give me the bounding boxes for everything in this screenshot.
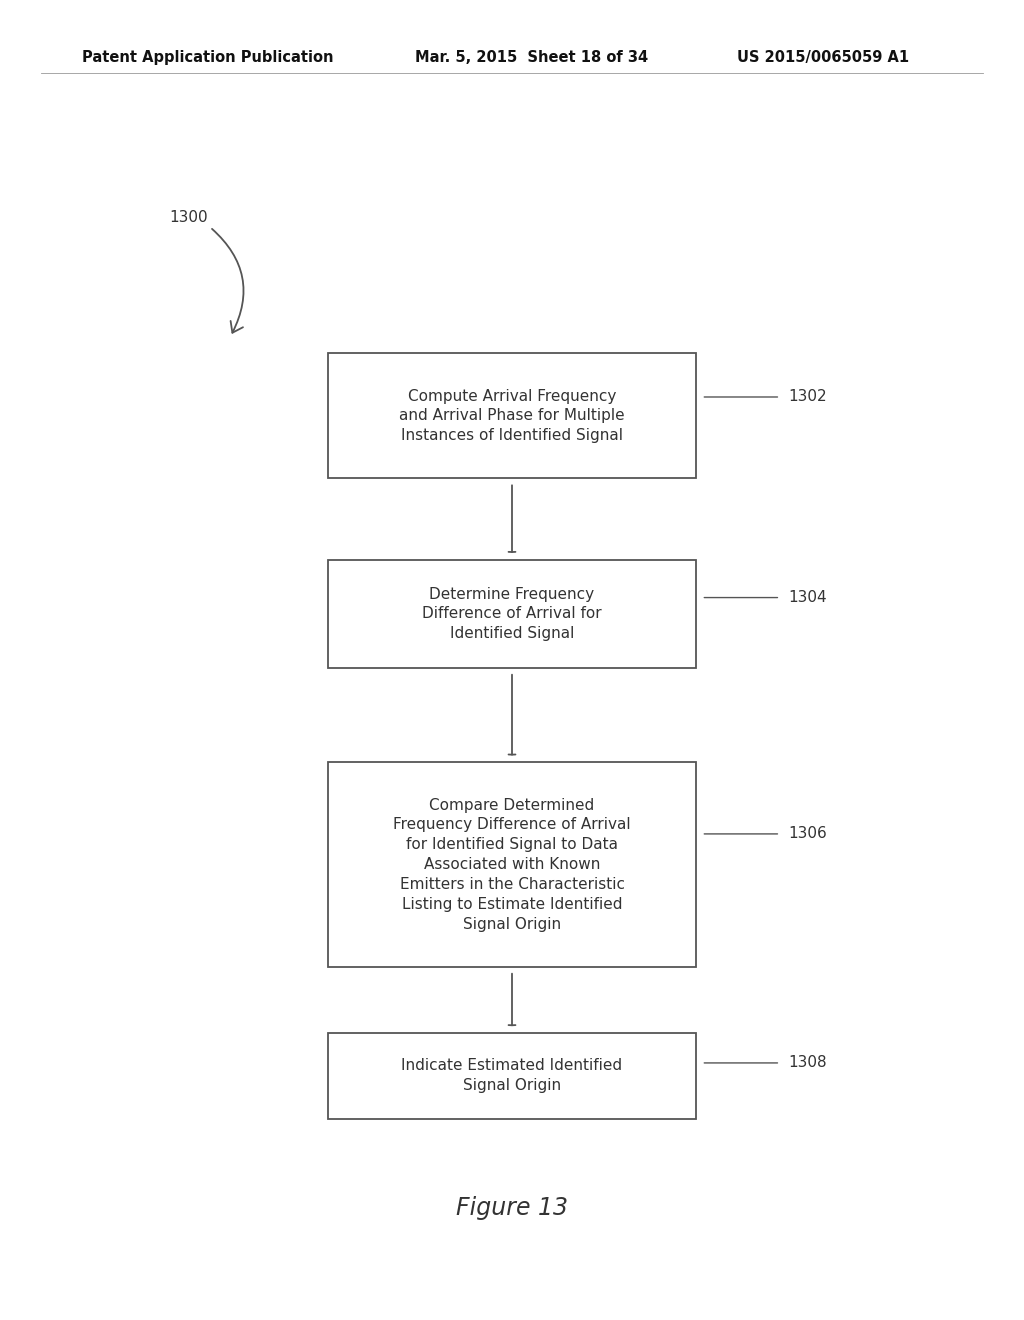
Text: Figure 13: Figure 13 (456, 1196, 568, 1220)
FancyBboxPatch shape (328, 1032, 696, 1119)
Text: US 2015/0065059 A1: US 2015/0065059 A1 (737, 50, 909, 65)
Text: 1302: 1302 (788, 389, 827, 404)
FancyBboxPatch shape (328, 560, 696, 668)
FancyBboxPatch shape (328, 352, 696, 478)
FancyArrowPatch shape (212, 228, 244, 333)
Text: 1308: 1308 (788, 1056, 827, 1071)
Text: 1306: 1306 (788, 826, 827, 841)
Text: 1300: 1300 (169, 210, 208, 226)
Text: 1304: 1304 (788, 590, 827, 605)
Text: Mar. 5, 2015  Sheet 18 of 34: Mar. 5, 2015 Sheet 18 of 34 (415, 50, 648, 65)
Text: Compare Determined
Frequency Difference of Arrival
for Identified Signal to Data: Compare Determined Frequency Difference … (393, 797, 631, 932)
Text: Patent Application Publication: Patent Application Publication (82, 50, 334, 65)
Text: Compute Arrival Frequency
and Arrival Phase for Multiple
Instances of Identified: Compute Arrival Frequency and Arrival Ph… (399, 388, 625, 444)
FancyBboxPatch shape (328, 763, 696, 966)
Text: Determine Frequency
Difference of Arrival for
Identified Signal: Determine Frequency Difference of Arriva… (422, 586, 602, 642)
Text: Indicate Estimated Identified
Signal Origin: Indicate Estimated Identified Signal Ori… (401, 1059, 623, 1093)
